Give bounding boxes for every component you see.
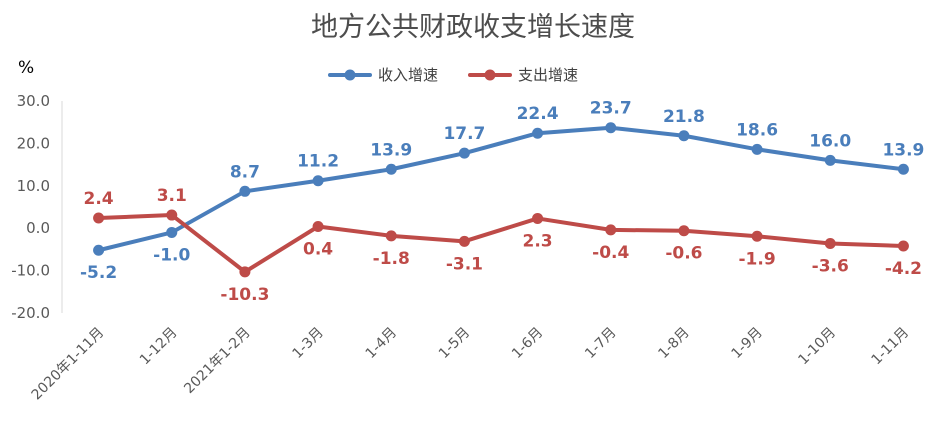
chart-title: 地方公共财政收支增长速度	[311, 12, 635, 43]
y-tick-label: 20.0	[17, 134, 50, 152]
legend-item: 支出增速	[468, 66, 578, 84]
data-label: -3.1	[446, 254, 483, 274]
data-point	[605, 224, 617, 236]
y-tick-label: -20.0	[11, 304, 50, 322]
data-label: -1.8	[373, 249, 410, 269]
x-tick-label: 2020年1-11月	[29, 325, 108, 404]
data-label: 2.4	[84, 189, 114, 209]
data-point	[166, 226, 178, 238]
data-point	[312, 221, 324, 233]
data-label: -3.6	[812, 256, 849, 276]
data-label: 8.7	[230, 162, 260, 182]
data-point	[824, 237, 836, 249]
x-tick-label: 1-5月	[436, 325, 473, 362]
legend-marker	[344, 69, 356, 81]
data-label: -1.9	[738, 249, 775, 269]
data-label: -0.4	[592, 243, 629, 263]
data-point	[166, 209, 178, 221]
data-label: 13.9	[882, 140, 924, 160]
data-label: 13.9	[370, 140, 412, 160]
data-point	[897, 240, 909, 252]
data-label: 0.4	[303, 240, 333, 260]
data-point	[751, 230, 763, 242]
data-label: -0.6	[665, 244, 702, 264]
legend-marker	[484, 69, 496, 81]
data-point	[532, 127, 544, 139]
x-tick-label: 1-3月	[290, 325, 327, 362]
x-tick-label: 1-11月	[869, 325, 913, 369]
series-line-revenue	[96, 125, 906, 253]
x-tick-label: 1-6月	[509, 325, 546, 362]
data-point	[458, 235, 470, 247]
data-point	[824, 154, 836, 166]
data-point	[93, 212, 105, 224]
data-label: -10.3	[220, 285, 269, 305]
data-label: 2.3	[523, 231, 553, 251]
data-label: 21.8	[663, 107, 705, 127]
legend: 收入增速 支出增速	[328, 66, 578, 84]
series-layer	[93, 122, 909, 278]
data-point	[678, 225, 690, 237]
data-point	[239, 185, 251, 197]
x-tick-label: 1-8月	[655, 325, 692, 362]
legend-label: 支出增速	[518, 66, 578, 84]
legend-label: 收入增速	[378, 66, 438, 84]
data-label: 23.7	[590, 99, 632, 119]
y-tick-label: 30.0	[17, 92, 50, 110]
data-label: 18.6	[736, 120, 778, 140]
data-point	[751, 143, 763, 155]
data-point	[239, 266, 251, 278]
data-point	[897, 163, 909, 175]
x-tick-label: 1-4月	[363, 325, 400, 362]
y-axis-unit: %	[18, 58, 34, 78]
data-point	[678, 130, 690, 142]
data-label: 11.2	[297, 152, 339, 172]
data-point	[532, 212, 544, 224]
data-label: 16.0	[809, 131, 851, 151]
data-point	[93, 244, 105, 256]
data-labels: -5.2 2.4 -1.0 3.1 8.7 -10.3 11.2 0.4 13.9 -1.8 17.…	[80, 99, 924, 305]
x-tick-label: 1-7月	[582, 325, 619, 362]
data-label: -5.2	[80, 263, 117, 283]
data-point	[312, 175, 324, 187]
data-point	[385, 230, 397, 242]
data-label: -1.0	[153, 245, 190, 265]
data-point	[458, 147, 470, 159]
y-tick-label: 0.0	[26, 219, 50, 237]
y-tick-label: 10.0	[17, 177, 50, 195]
x-tick-label: 1-10月	[795, 325, 839, 369]
data-label: 3.1	[157, 186, 187, 206]
data-point	[385, 163, 397, 175]
data-label: -4.2	[885, 259, 922, 279]
x-tick-label: 1-9月	[729, 325, 766, 362]
legend-item: 收入增速	[328, 66, 438, 84]
x-tick-label: 1-12月	[137, 325, 181, 369]
x-tick-label: 2021年1-2月	[181, 325, 253, 397]
data-point	[605, 122, 617, 134]
series-line-expenditure	[96, 213, 906, 274]
data-label: 17.7	[443, 124, 485, 144]
data-label: 22.4	[517, 104, 559, 124]
y-tick-label: -10.0	[11, 262, 50, 280]
